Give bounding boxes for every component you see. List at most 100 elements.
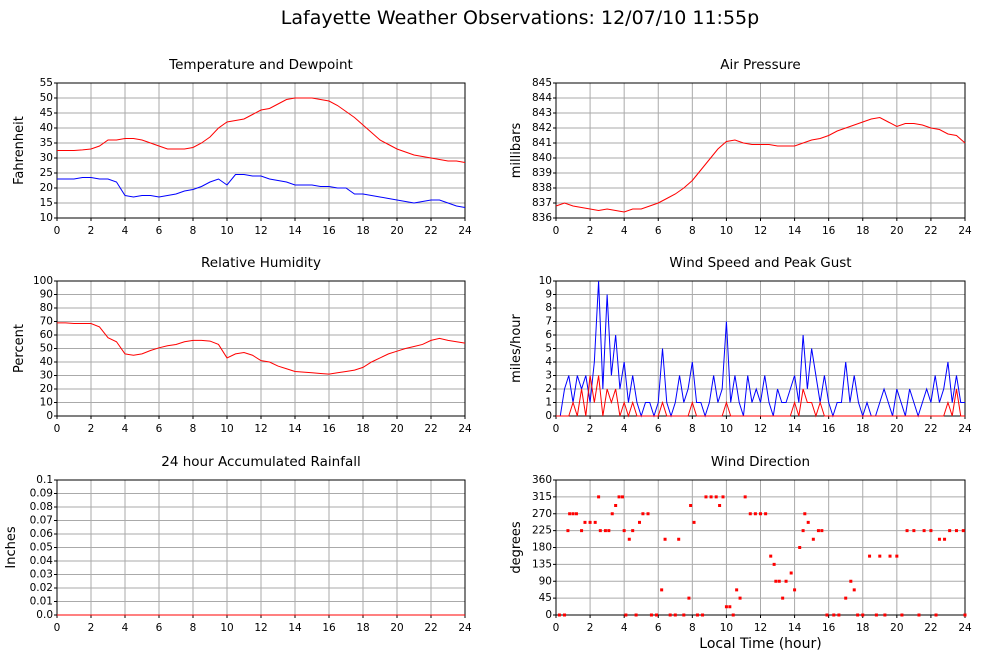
data-point — [888, 554, 892, 558]
data-line — [556, 280, 965, 418]
data-point — [583, 520, 587, 524]
data-point — [743, 495, 747, 499]
data-point — [738, 596, 742, 600]
x-tick-label: 0 — [553, 423, 560, 435]
x-tick-label: 10 — [220, 225, 233, 237]
x-tick-label: 8 — [689, 622, 696, 634]
chart-title: Relative Humidity — [201, 255, 321, 271]
x-tick-label: 12 — [754, 225, 767, 237]
x-tick-label: 24 — [958, 423, 972, 435]
y-axis-label: Inches — [4, 526, 19, 568]
data-point — [641, 512, 645, 516]
x-tick-label: 4 — [621, 423, 628, 435]
data-point — [748, 512, 752, 516]
x-tick-label: 22 — [924, 423, 937, 435]
y-tick-label: 0 — [46, 410, 53, 422]
data-point — [563, 613, 567, 617]
data-point — [692, 520, 696, 524]
x-tick-label: 22 — [424, 423, 437, 435]
x-tick-label: 24 — [958, 622, 972, 634]
y-tick-label: 10 — [539, 275, 552, 287]
data-point — [937, 537, 941, 541]
y-tick-label: 100 — [33, 275, 53, 287]
data-point — [728, 605, 732, 609]
y-tick-label: 50 — [40, 92, 53, 104]
x-tick-label: 18 — [856, 225, 869, 237]
chart-title: Temperature and Dewpoint — [168, 57, 353, 73]
data-point — [695, 613, 699, 617]
data-point — [668, 613, 672, 617]
data-point — [593, 520, 597, 524]
data-point — [803, 512, 807, 516]
data-point — [912, 529, 916, 533]
y-tick-label: 1 — [545, 397, 552, 409]
y-tick-label: 8 — [545, 302, 552, 314]
data-point — [646, 512, 650, 516]
x-tick-label: 2 — [88, 622, 95, 634]
data-line — [57, 97, 466, 163]
y-tick-label: 838 — [532, 182, 552, 194]
x-tick-label: 16 — [822, 225, 836, 237]
y-tick-label: 0.09 — [30, 488, 53, 500]
y-tick-label: 842 — [532, 122, 552, 134]
y-axis-label: millibars — [509, 123, 524, 179]
data-point — [849, 579, 853, 583]
data-point — [769, 554, 773, 558]
y-tick-label: 30 — [40, 152, 53, 164]
y-tick-label: 10 — [40, 397, 53, 409]
y-tick-label: 844 — [532, 92, 552, 104]
x-tick-label: 22 — [924, 225, 937, 237]
data-point — [571, 512, 575, 516]
data-line — [556, 375, 965, 418]
x-tick-label: 8 — [190, 225, 197, 237]
y-tick-label: 90 — [40, 289, 53, 301]
data-point — [844, 596, 848, 600]
data-point — [954, 529, 958, 533]
y-tick-label: 0.03 — [30, 569, 53, 581]
x-tick-label: 0 — [54, 423, 61, 435]
data-point — [673, 613, 677, 617]
x-tick-label: 18 — [356, 423, 369, 435]
data-point — [929, 529, 933, 533]
data-point — [660, 588, 664, 592]
y-tick-label: 0 — [545, 410, 552, 422]
data-point — [861, 613, 865, 617]
data-point — [837, 613, 841, 617]
x-tick-label: 12 — [254, 622, 267, 634]
y-axis-label: Fahrenheit — [12, 116, 27, 185]
x-tick-label: 8 — [190, 423, 197, 435]
data-point — [961, 529, 965, 533]
x-tick-label: 10 — [220, 622, 233, 634]
x-tick-label: 18 — [356, 225, 369, 237]
x-tick-label: 14 — [288, 622, 302, 634]
x-tick-label: 22 — [424, 622, 437, 634]
data-point — [574, 512, 578, 516]
x-tick-label: 22 — [924, 622, 937, 634]
x-tick-label: 12 — [254, 225, 267, 237]
y-tick-label: 837 — [532, 197, 552, 209]
x-tick-label: 4 — [621, 225, 628, 237]
x-tick-label: 6 — [156, 423, 163, 435]
y-tick-label: 70 — [40, 316, 53, 328]
data-point — [638, 520, 642, 524]
x-tick-label: 14 — [288, 423, 302, 435]
data-point — [649, 613, 653, 617]
y-tick-label: 3 — [545, 370, 552, 382]
data-point — [704, 495, 708, 499]
y-tick-label: 0.08 — [30, 501, 53, 513]
y-tick-label: 841 — [532, 137, 552, 149]
y-tick-label: 45 — [539, 592, 552, 604]
y-tick-label: 2 — [545, 383, 552, 395]
data-point — [566, 529, 570, 533]
data-point — [874, 613, 878, 617]
data-point — [709, 495, 713, 499]
data-line — [57, 174, 466, 208]
data-line — [57, 322, 466, 375]
plot-frame — [555, 479, 966, 616]
x-tick-label: 12 — [254, 423, 267, 435]
data-point — [677, 537, 681, 541]
data-point — [731, 613, 735, 617]
data-point — [580, 529, 584, 533]
